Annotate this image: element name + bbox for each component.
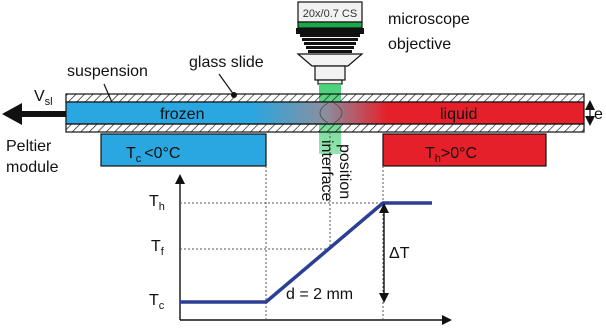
glass-slide-assembly [65, 93, 585, 133]
cold-peltier-module [100, 133, 267, 167]
tick-label-Tc: Tc [149, 292, 165, 312]
temperature-profile-curve [180, 201, 432, 304]
distance-label: d = 2 mm [286, 286, 353, 303]
interface-curve-2 [333, 102, 343, 124]
tick-label-Tf: Tf [151, 238, 165, 258]
hot-peltier-module [382, 133, 547, 167]
microscope-objective-icon [296, 1, 364, 85]
thickness-label: e [594, 106, 603, 123]
tick-label-Th: Th [149, 193, 165, 213]
glass-slide-label: glass slide [189, 54, 264, 71]
liquid-label: liquid [440, 106, 477, 123]
bottom-glass-slide [65, 123, 585, 133]
glass-slide-pointer [218, 73, 235, 96]
microscope-label-line2: objective [388, 36, 451, 53]
microscope-label-line1: microscope [388, 11, 470, 28]
frozen-label: frozen [160, 106, 204, 123]
top-glass-slide [65, 93, 585, 103]
peltier-label-line1: Peltier [6, 138, 52, 155]
guide-lines [180, 132, 384, 320]
velocity-label: Vsl [34, 88, 53, 108]
interface-curve [319, 102, 329, 124]
hot-temperature-label: Th>0°C [425, 145, 477, 165]
objective-marking: 20x/0.7 CS [303, 8, 357, 20]
interface-label-line1: interface [318, 140, 335, 201]
velocity-arrow-icon [2, 103, 22, 125]
suspension-label: suspension [67, 63, 148, 80]
cold-temperature-label: Tc <0°C [126, 145, 180, 165]
delta-T-label: ΔT [389, 245, 410, 262]
interface-label-line2: position [336, 144, 353, 199]
peltier-label-line2: module [6, 159, 59, 176]
